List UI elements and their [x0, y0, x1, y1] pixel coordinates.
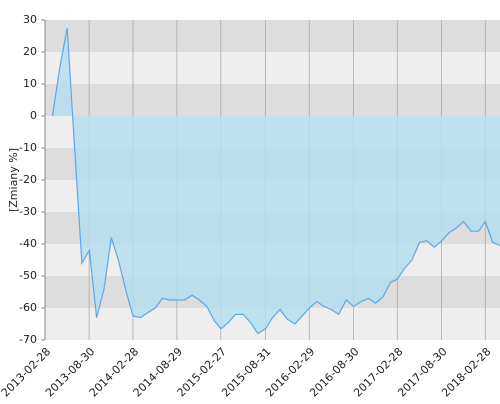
y-tick-label: -50: [19, 269, 37, 282]
y-tick-label: -60: [19, 301, 37, 314]
y-tick-label: 10: [23, 77, 37, 90]
y-tick-label: -70: [19, 333, 37, 346]
band: [45, 52, 500, 84]
line: [51, 27, 500, 335]
y-tick-label: 30: [23, 13, 37, 26]
band: [45, 20, 500, 52]
band: [45, 84, 500, 116]
y-axis-label: [Zmiany %]: [7, 148, 20, 212]
y-tick-label: 0: [30, 109, 37, 122]
y-tick-label: -40: [19, 237, 37, 250]
y-tick-label: -20: [19, 173, 37, 186]
y-tick-label: -10: [19, 141, 37, 154]
y-tick-label: 20: [23, 45, 37, 58]
y-tick-label: -30: [19, 205, 37, 218]
area: [52, 28, 500, 334]
